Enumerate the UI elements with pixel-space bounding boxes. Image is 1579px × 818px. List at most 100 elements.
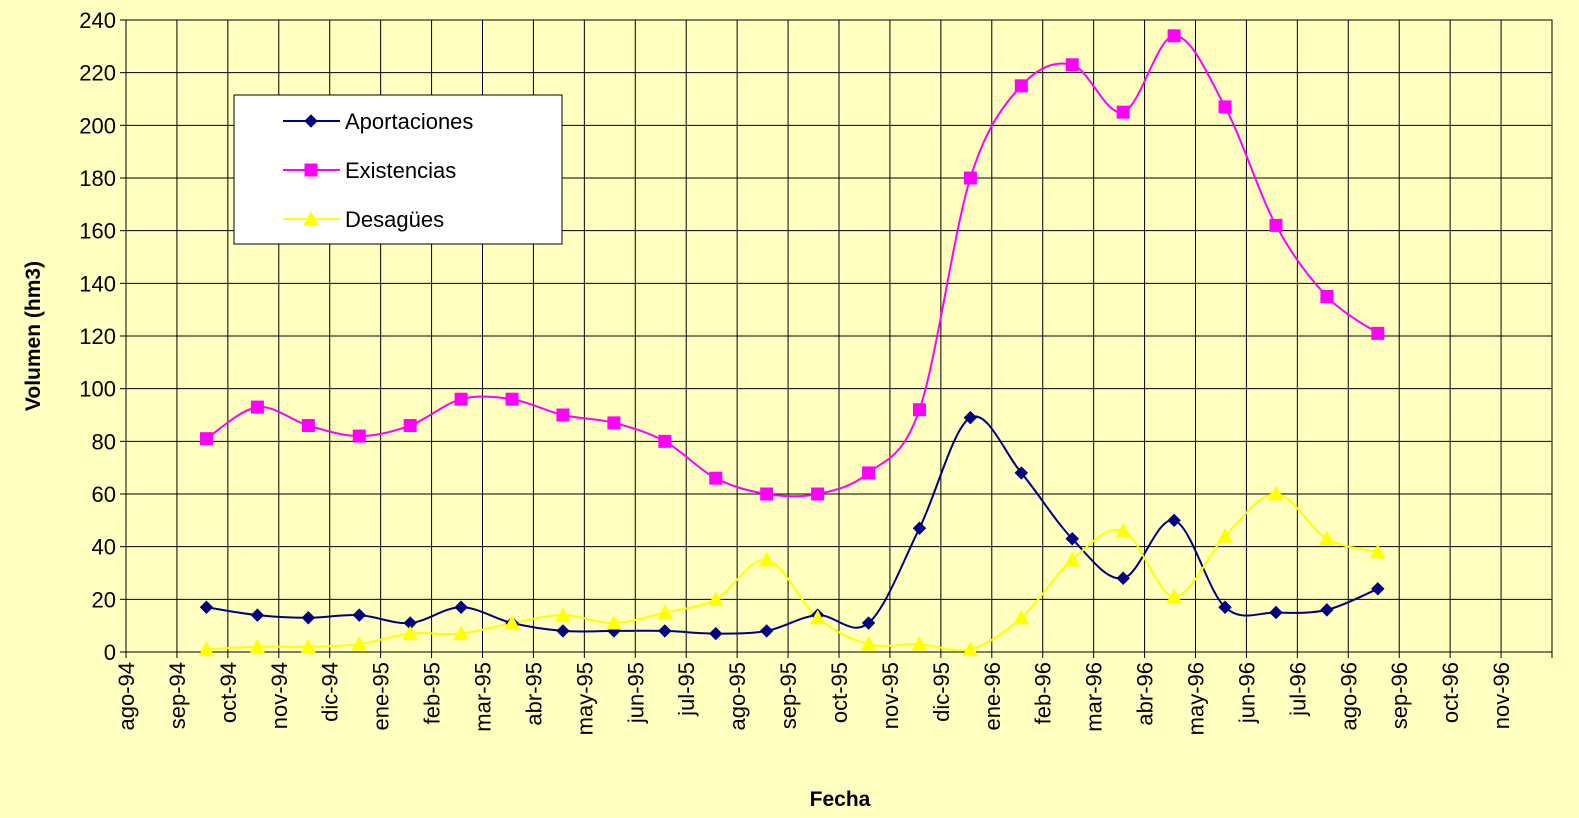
point-existencias: [199, 432, 213, 446]
point-aportaciones: [1269, 605, 1283, 620]
point-existencias: [454, 392, 468, 406]
point-aportaciones: [658, 624, 672, 638]
point-aportaciones: [1320, 603, 1334, 617]
x-tick-label: nov-96: [1489, 662, 1514, 729]
x-axis-title: Fecha: [810, 788, 871, 811]
point-desages: [1217, 528, 1233, 543]
point-desages: [656, 604, 673, 619]
point-existencias: [912, 403, 926, 417]
y-tick-label: 20: [92, 587, 116, 612]
point-aportaciones: [1116, 571, 1130, 585]
y-tick-label: 160: [79, 219, 116, 244]
point-existencias: [760, 487, 774, 501]
x-tick-labels: ago-94 sep-94 oct-94 nov-94 dic-94 ene-95 feb-…: [114, 662, 1514, 735]
point-desages: [1064, 551, 1081, 567]
y-tick-label: 200: [79, 113, 116, 138]
point-aportaciones: [759, 624, 774, 638]
y-tick-label: 0: [104, 640, 116, 665]
x-tick-label: abr-96: [1133, 662, 1158, 726]
point-aportaciones: [1065, 532, 1079, 546]
y-tick-label: 100: [79, 377, 116, 402]
point-desages: [1268, 485, 1284, 501]
x-tick-label: sep-95: [776, 662, 801, 729]
point-existencias: [709, 471, 723, 485]
y-tick-label: 120: [79, 324, 116, 349]
y-tick-label: 60: [92, 482, 116, 507]
point-desages: [453, 625, 469, 641]
point-existencias: [505, 392, 519, 406]
point-aportaciones: [1167, 513, 1181, 528]
x-tick-label: ago-95: [725, 662, 750, 731]
legend-label-aportaciones: Aportaciones: [345, 109, 473, 134]
point-aportaciones: [912, 521, 927, 535]
y-axis-title: Volumen (hm3): [22, 261, 45, 411]
point-aportaciones: [454, 600, 468, 614]
point-desages: [198, 641, 215, 656]
point-existencias: [607, 416, 621, 430]
point-aportaciones: [963, 410, 978, 425]
point-existencias: [963, 171, 977, 185]
x-tick-label: nov-95: [878, 662, 903, 729]
x-tick-label: ene-96: [980, 662, 1005, 731]
point-desages: [809, 609, 826, 625]
x-tick-label: sep-96: [1387, 662, 1412, 729]
x-tick-label: jul-96: [1285, 662, 1310, 717]
point-existencias: [556, 408, 570, 422]
point-desages: [758, 551, 775, 567]
y-tick-label: 180: [79, 166, 116, 191]
x-tick-label: ene-95: [369, 662, 394, 731]
x-tick-label: jun-95: [623, 662, 648, 724]
point-desages: [860, 636, 877, 651]
x-tick-label: ago-94: [114, 662, 139, 731]
point-desages: [1115, 522, 1132, 538]
point-desages: [1013, 609, 1030, 625]
point-desages: [300, 638, 317, 654]
legend-label-desages: Desagües: [345, 207, 444, 232]
x-tick-label: may-96: [1184, 662, 1209, 735]
point-existencias: [1269, 218, 1283, 232]
x-tick-label: sep-94: [165, 662, 190, 729]
point-desages: [707, 591, 724, 606]
x-tick-label: dic-94: [318, 662, 343, 722]
x-tick-label: oct-96: [1438, 662, 1463, 723]
legend-marker-aportaciones: [304, 114, 318, 128]
y-tick-label: 140: [79, 271, 116, 296]
y-tick-label: 40: [92, 535, 116, 560]
point-desages: [606, 614, 622, 630]
point-existencias: [811, 487, 825, 501]
legend-marker-existencias: [304, 163, 318, 177]
x-tick-label: jun-96: [1234, 662, 1259, 724]
y-tick-label: 240: [79, 8, 116, 33]
point-desages: [402, 625, 419, 641]
point-existencias: [1116, 105, 1130, 119]
legend-marker-desages: [303, 210, 319, 226]
point-desages: [504, 614, 520, 630]
marker-layer: [198, 29, 1386, 656]
point-desages: [555, 607, 571, 622]
point-desages: [911, 636, 928, 651]
x-tick-label: oct-94: [216, 662, 241, 723]
point-aportaciones: [1371, 582, 1385, 596]
x-tick-label: mar-96: [1082, 662, 1107, 732]
legend: Aportaciones Existencias Desagües: [233, 94, 563, 245]
point-desages: [1319, 530, 1335, 546]
y-tick-labels: 0 20 40 60 80 100 120 140 160 180 200 220 240: [79, 8, 116, 665]
point-existencias: [301, 419, 315, 433]
x-tick-label: ago-96: [1336, 662, 1361, 731]
x-tick-label: jul-95: [674, 662, 699, 717]
point-desages: [351, 636, 368, 651]
point-aportaciones: [1218, 600, 1232, 614]
point-existencias: [1065, 58, 1079, 72]
point-existencias: [862, 466, 876, 480]
plot-border: [125, 19, 1553, 653]
point-desages: [1369, 543, 1386, 559]
x-tick-label: abr-95: [521, 662, 546, 726]
point-existencias: [1167, 29, 1181, 43]
point-existencias: [403, 419, 417, 433]
point-aportaciones: [1014, 466, 1029, 480]
x-tick-label: nov-94: [267, 662, 292, 729]
point-aportaciones: [199, 600, 214, 614]
axes: [120, 19, 1553, 658]
y-tick-label: 220: [79, 61, 116, 86]
